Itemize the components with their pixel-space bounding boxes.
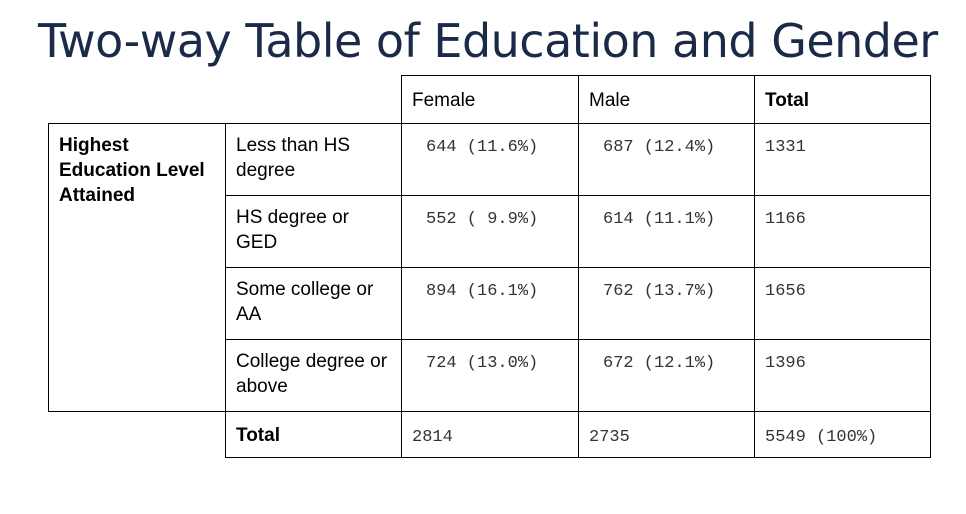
header-male: Male [589,90,631,111]
table-border [225,123,226,458]
table-border [48,123,931,124]
row-group-label: Highest Education Level Attained [59,135,205,206]
page-title: Two-way Table of Education and Gender [38,14,938,68]
cell-male: 687 (12.4%) [603,138,716,157]
cell-female: 894 (16.1%) [426,282,539,301]
cell-male: 672 (12.1%) [603,354,716,373]
row-label: HS degree or GED [236,207,350,253]
cell-female: 724 (13.0%) [426,354,539,373]
grand-total: 5549 (100%) [765,428,878,447]
table-border [930,75,931,458]
cell-male: 762 (13.7%) [603,282,716,301]
cell-female: 552 ( 9.9%) [426,210,539,229]
cell-total: 1331 [765,138,806,157]
cell-male: 614 (11.1%) [603,210,716,229]
header-total: Total [765,90,809,111]
table-border [48,411,931,412]
table-border [401,75,931,76]
cell-female: 644 (11.6%) [426,138,539,157]
row-label: Some college or AA [236,279,374,325]
table-border [48,123,49,412]
row-label: College degree or above [236,351,388,397]
total-male: 2735 [589,428,630,447]
table-border [401,75,402,458]
table-border [754,75,755,458]
header-female: Female [412,90,476,111]
cell-total: 1656 [765,282,806,301]
cell-total: 1396 [765,354,806,373]
row-label: Less than HS degree [236,135,351,181]
cell-total: 1166 [765,210,806,229]
total-female: 2814 [412,428,453,447]
table-border [578,75,579,458]
total-row-label: Total [236,425,280,446]
